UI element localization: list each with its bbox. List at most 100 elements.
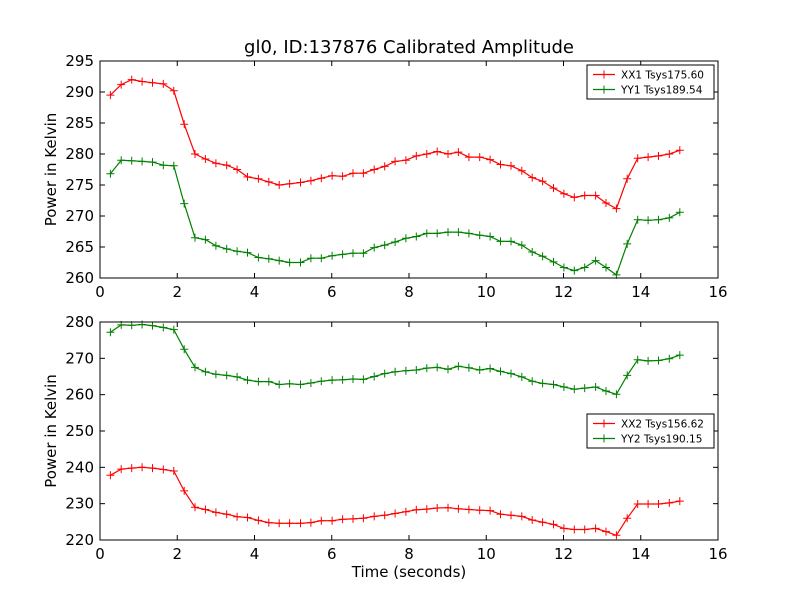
data-point (222, 510, 231, 519)
data-point (222, 244, 231, 253)
data-point (359, 514, 368, 523)
data-point (349, 514, 357, 523)
data-point (538, 177, 547, 186)
data-point (106, 328, 115, 337)
data-point (580, 525, 589, 534)
data-point (169, 467, 178, 475)
legend-label: YY1 Tsys189.54 (620, 85, 703, 97)
data-point (486, 232, 495, 241)
legend-marker (600, 419, 608, 428)
data-point (359, 249, 368, 258)
legend-box (586, 64, 715, 100)
data-point (148, 158, 157, 167)
data-point (159, 323, 168, 332)
x-tick-label: 8 (404, 545, 414, 563)
data-point (644, 356, 653, 365)
data-point (538, 518, 547, 527)
data-point (433, 363, 442, 372)
data-point (570, 266, 579, 275)
x-tick-label: 2 (172, 283, 182, 301)
data-point (528, 516, 537, 524)
x-tick-label: 0 (95, 283, 105, 301)
y-tick-label: 260 (65, 386, 94, 404)
data-point (570, 385, 579, 394)
data-point (654, 356, 663, 365)
data-point (401, 366, 410, 375)
data-point (306, 254, 315, 263)
data-point (496, 510, 505, 519)
data-point (117, 465, 126, 474)
data-point (496, 160, 505, 169)
data-point (275, 380, 284, 389)
x-tick-label: 6 (327, 545, 337, 563)
data-point (275, 181, 284, 189)
data-point (211, 370, 220, 379)
data-point (665, 498, 674, 507)
data-point (391, 157, 400, 166)
data-point (464, 229, 473, 238)
data-point (444, 150, 452, 158)
data-point (264, 177, 273, 186)
legend-label: YY2 Tsys190.15 (620, 434, 702, 446)
data-point (264, 254, 273, 263)
y-tick-label: 280 (65, 145, 94, 163)
data-point (338, 515, 347, 524)
data-point (127, 75, 136, 84)
x-tick-label: 14 (631, 545, 650, 563)
data-point (296, 258, 305, 267)
data-point (359, 169, 368, 178)
data-point (591, 524, 600, 533)
data-point (665, 354, 674, 363)
data-point (517, 241, 526, 250)
data-point (454, 228, 463, 237)
y-tick-label: 295 (65, 52, 94, 70)
data-point (486, 155, 495, 164)
data-point (412, 151, 421, 160)
data-point (169, 325, 178, 334)
data-point (306, 176, 315, 185)
y-tick-label: 290 (65, 83, 94, 101)
data-point (464, 153, 473, 162)
x-tick-label: 8 (404, 283, 414, 301)
data-point (528, 248, 537, 256)
y-tick-label: 270 (65, 349, 94, 367)
data-point (191, 150, 199, 158)
data-point (138, 463, 147, 472)
data-point (254, 377, 263, 386)
data-point (549, 380, 558, 389)
data-point (328, 171, 337, 180)
data-point (412, 505, 421, 514)
y-tick-label: 250 (65, 422, 94, 440)
x-tick-label: 6 (327, 283, 337, 301)
data-point (169, 86, 178, 95)
data-point (654, 215, 663, 224)
data-point (317, 516, 326, 525)
data-point (517, 372, 526, 381)
data-point (475, 231, 484, 240)
data-point (180, 486, 189, 495)
data-point (233, 372, 242, 381)
data-point (559, 189, 568, 198)
data-point (507, 369, 515, 378)
data-point (444, 365, 452, 374)
data-point (675, 497, 684, 506)
data-point (633, 500, 642, 508)
data-point (328, 376, 337, 385)
data-point (127, 464, 136, 473)
x-tick-label: 12 (554, 283, 573, 301)
data-point (328, 516, 337, 525)
data-point (464, 363, 473, 372)
data-point (285, 258, 294, 267)
data-point (401, 156, 410, 165)
data-point (180, 345, 189, 354)
data-point (243, 513, 252, 522)
x-tick-label: 0 (95, 545, 105, 563)
x-tick-label: 4 (250, 283, 260, 301)
data-point (633, 215, 642, 224)
data-point (454, 148, 463, 157)
data-point (623, 371, 632, 380)
data-point (106, 169, 115, 178)
data-point (275, 519, 284, 528)
data-point (675, 351, 684, 360)
